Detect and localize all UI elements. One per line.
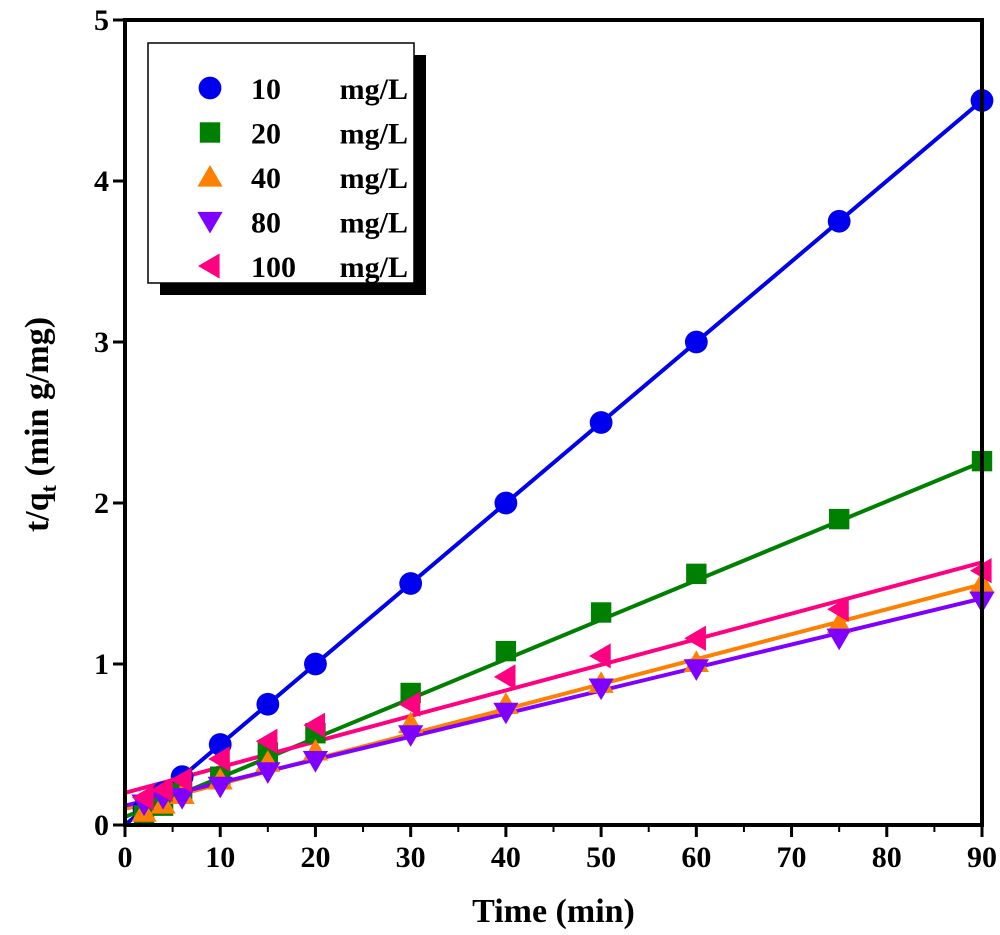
legend-item: 10 mg/L	[198, 73, 408, 106]
data-point	[826, 628, 852, 651]
x-tick-label: 50	[586, 841, 616, 874]
legend-item: 40 mg/L	[197, 162, 408, 195]
x-tick-label: 90	[967, 841, 997, 874]
legend-label-value: 40	[251, 162, 281, 195]
y-tick-label: 3	[94, 326, 109, 359]
y-tick-label: 2	[94, 487, 109, 520]
data-point	[589, 643, 611, 669]
legend-item: 100 mg/L	[198, 251, 408, 284]
legend-label-unit: mg/L	[340, 73, 408, 106]
y-axis-title: t/qt (min g/mg)	[19, 317, 61, 532]
y-tick-label: 4	[94, 165, 109, 198]
x-tick-label: 60	[681, 841, 711, 874]
x-axis: 0 10 20 30 40 50 60 70 80 90	[118, 825, 997, 874]
y-axis: 0 1 2 3 4 5	[94, 4, 125, 842]
data-point	[304, 652, 327, 676]
data-point	[588, 678, 614, 701]
y-axis-title-rest: (min g/mg)	[19, 317, 56, 485]
series-100	[132, 558, 992, 811]
legend-box	[147, 42, 415, 284]
data-point	[256, 692, 280, 716]
data-point	[151, 776, 173, 803]
data-point	[132, 785, 154, 811]
data-point	[590, 602, 612, 623]
legend-label-value: 80	[251, 207, 281, 240]
data-point	[827, 596, 849, 622]
legend-item: 20 mg/L	[199, 118, 408, 151]
data-point	[589, 411, 613, 434]
data-point	[495, 640, 517, 662]
x-tick-label: 30	[396, 841, 426, 874]
y-tick-label: 1	[94, 648, 109, 681]
data-point	[398, 725, 424, 747]
legend-marker-square-icon	[199, 122, 221, 143]
legend-item: 80 mg/L	[197, 207, 408, 240]
data-point	[255, 728, 278, 754]
fit-line-80	[124, 596, 983, 808]
x-tick-label: 0	[118, 841, 133, 874]
data-point	[399, 572, 423, 595]
data-point	[303, 712, 326, 738]
data-point	[169, 788, 195, 810]
legend-label-value: 20	[251, 118, 281, 151]
data-point	[493, 664, 516, 690]
legend-label-unit: mg/L	[340, 118, 408, 151]
data-point	[494, 491, 518, 515]
data-point	[827, 209, 851, 233]
data-point	[208, 746, 230, 772]
legend-marker-circle-icon	[198, 76, 222, 100]
x-axis-title: Time (min)	[472, 893, 635, 930]
y-tick-label: 5	[94, 4, 109, 37]
data-point	[826, 611, 852, 634]
y-tick-label: 0	[94, 809, 109, 842]
legend-label-unit: mg/L	[340, 251, 408, 284]
x-tick-label: 20	[300, 841, 330, 874]
data-point	[828, 508, 850, 530]
data-point	[686, 563, 707, 585]
x-tick-label: 70	[777, 841, 807, 874]
data-point	[683, 659, 709, 681]
x-tick-label: 80	[872, 841, 902, 874]
legend-label-unit: mg/L	[340, 207, 408, 240]
data-point	[255, 762, 281, 784]
fit-line-20	[124, 460, 983, 819]
legend-marker-triangle-down-icon	[197, 211, 223, 234]
legend-label-value: 100	[251, 251, 296, 284]
fit-line-100	[124, 560, 983, 795]
data-point	[684, 330, 708, 354]
x-tick-label: 10	[205, 841, 235, 874]
data-point	[398, 691, 421, 717]
data-markers	[131, 89, 995, 826]
legend-marker-triangle-left-icon	[198, 253, 220, 279]
y-axis-title-subscript: t	[36, 484, 61, 492]
legend-marker-triangle-up-icon	[197, 165, 223, 187]
y-axis-title-main: t/q	[19, 492, 56, 532]
legend: 10 mg/L 20 mg/L 40 mg/L 80 mg/L 100 mg/L	[147, 42, 426, 295]
legend-label-value: 10	[251, 73, 281, 106]
legend-label-unit: mg/L	[340, 162, 408, 195]
data-point	[170, 767, 192, 793]
data-point	[493, 702, 519, 725]
x-tick-label: 40	[491, 841, 521, 874]
data-point	[207, 776, 233, 799]
data-point	[684, 625, 706, 651]
data-point	[302, 751, 329, 773]
